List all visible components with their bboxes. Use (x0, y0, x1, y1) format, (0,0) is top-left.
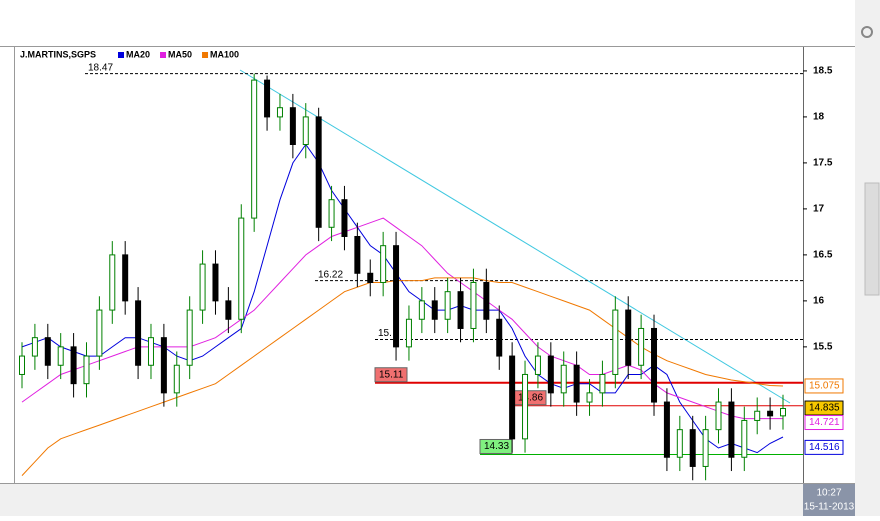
candle-body (212, 263, 219, 302)
candle-body (496, 318, 503, 357)
level-label: 16.22 (318, 269, 343, 280)
candle-body (405, 318, 412, 348)
y-tick-label: 18.5 (813, 66, 833, 77)
candle-body (470, 281, 477, 329)
price-tag: 14.835 (809, 403, 840, 414)
candle-body (83, 355, 90, 385)
level-label: 14.33 (484, 441, 509, 452)
candle-body (444, 291, 451, 320)
settings-icon[interactable] (861, 26, 873, 38)
trendline (239, 69, 791, 404)
candle-body (341, 199, 348, 237)
candle-body (19, 355, 25, 375)
candle-body (199, 263, 206, 311)
candle-body (534, 355, 541, 375)
y-tick-label: 16 (813, 296, 825, 307)
candle-body (276, 107, 283, 118)
candle-body (96, 309, 103, 357)
candle-body (483, 281, 490, 320)
candle-body (238, 217, 245, 320)
price-tag: 14.516 (809, 442, 840, 453)
candle-body (728, 401, 735, 458)
candle-body (741, 419, 748, 458)
candle-body (44, 337, 51, 366)
candle-body (767, 410, 774, 417)
candle-body (676, 429, 683, 458)
candle-body (780, 407, 786, 417)
y-tick-label: 17.5 (813, 158, 833, 169)
level-label: 15.11 (379, 369, 404, 380)
candle-body (612, 309, 619, 375)
candle-body (264, 79, 271, 118)
candle-body (547, 355, 554, 394)
candle-body (315, 116, 322, 228)
candle-body (380, 245, 387, 283)
y-tick-label: 16.5 (813, 250, 833, 261)
candle-body (625, 309, 632, 366)
date: 15-11-2013 (804, 502, 855, 513)
candle-body (122, 254, 129, 302)
legend-swatch (118, 52, 124, 58)
time-box (803, 484, 855, 516)
candle-body (689, 429, 696, 467)
candle-body (638, 327, 645, 366)
candle-body (522, 373, 529, 440)
plot: 18.47 16.22 15. 15.11 14.86 14.33 (19, 62, 803, 481)
candle-body (393, 245, 400, 348)
candle-body (302, 116, 309, 146)
candle-body (663, 401, 670, 458)
candle-body (109, 254, 116, 311)
price-tag-box (804, 378, 844, 394)
candle-body (289, 107, 296, 146)
legend-label: MA50 (168, 49, 192, 59)
legend-label: MA100 (210, 49, 239, 59)
price-tag-box (804, 439, 844, 455)
level-label: 15. (378, 328, 392, 339)
candle-body (31, 337, 38, 357)
candle-body (754, 410, 761, 421)
candle-body (599, 373, 606, 394)
candle-body (147, 337, 154, 366)
candle-body (457, 291, 464, 329)
legend-swatch (160, 52, 167, 58)
level-label: 14.86 (518, 392, 543, 403)
candle-body (57, 346, 64, 366)
candle-body (135, 300, 142, 366)
y-tick-label: 17 (813, 204, 825, 215)
candle-body (418, 300, 425, 320)
candle-body (431, 300, 438, 320)
candle-body (160, 337, 167, 394)
legend-label: MA20 (126, 49, 150, 59)
time: 10:27 (816, 488, 841, 499)
candle-body (560, 364, 567, 394)
candle-body (702, 429, 709, 467)
candle-body (225, 300, 232, 320)
candle-body (509, 355, 516, 440)
candle-body (367, 272, 374, 283)
price-tag: 14.721 (809, 417, 840, 428)
candle-body (328, 199, 335, 228)
candle-body (186, 309, 193, 366)
candle-body (651, 327, 658, 403)
symbol: J.MARTINS,SGPS (20, 49, 96, 59)
candle-body (354, 235, 361, 274)
bottom-bar (0, 483, 855, 516)
candle-body (573, 364, 580, 403)
price-tag-box (804, 415, 844, 431)
candle-body (586, 392, 593, 403)
legend-swatch (202, 52, 209, 58)
candle-body (173, 364, 180, 394)
y-tick-label: 18 (813, 112, 825, 123)
level-label: 18.47 (88, 62, 113, 73)
candle-body (715, 401, 722, 431)
scrollbar-thumb[interactable] (864, 182, 880, 296)
candle-body (251, 79, 258, 219)
candle-body (70, 346, 77, 385)
y-tick-label: 15.5 (813, 342, 833, 353)
price-tag: 15.075 (809, 381, 840, 392)
level-label-box (374, 367, 408, 383)
